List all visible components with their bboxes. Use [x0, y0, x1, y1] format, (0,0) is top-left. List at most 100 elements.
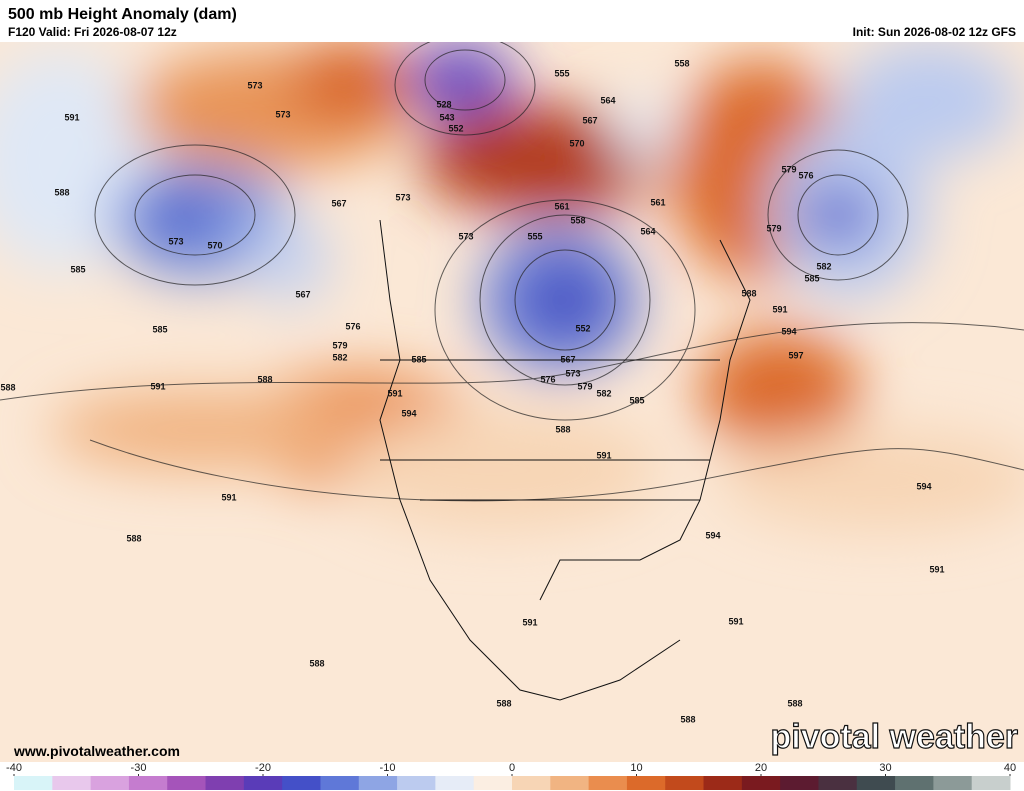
contour-label: 591: [772, 304, 787, 314]
colorbar-swatch: [780, 776, 819, 790]
colorbar-tick-label: 20: [755, 762, 767, 774]
site-url: www.pivotalweather.com: [13, 743, 180, 759]
contour-label: 579: [766, 223, 781, 233]
contour-label: 588: [787, 698, 802, 708]
colorbar-swatch: [435, 776, 475, 790]
colorbar-swatch: [167, 776, 207, 790]
colorbar: -40 -30 -20 -10 0 10 20 30 40: [6, 762, 1016, 790]
contour-label: 564: [600, 95, 615, 105]
colorbar-swatch: [397, 776, 436, 790]
contour-label: 561: [554, 201, 569, 211]
contour-label: 594: [401, 408, 416, 418]
colorbar-swatch: [205, 776, 245, 790]
contour-label: 573: [565, 368, 580, 378]
contour-label: 588: [257, 374, 272, 384]
colorbar-swatch: [588, 776, 628, 790]
contour-label: 594: [781, 326, 796, 336]
colorbar-swatch: [626, 776, 666, 790]
colorbar-swatch: [856, 776, 896, 790]
contour-label: 543: [439, 112, 454, 122]
contour-label: 591: [596, 450, 611, 460]
contour-label: 579: [332, 340, 347, 350]
colorbar-swatch: [90, 776, 130, 790]
contour-label: 585: [629, 395, 644, 405]
colorbar-swatch: [282, 776, 321, 790]
colorbar-tick-label: 0: [509, 762, 515, 774]
contour-label: 576: [345, 321, 360, 331]
contour-label: 579: [577, 381, 592, 391]
contour-label: 597: [788, 350, 803, 360]
init-time: Init: Sun 2026-08-02 12z GFS: [853, 25, 1016, 39]
colorbar-swatch: [818, 776, 858, 790]
colorbar-tick-label: -40: [6, 762, 22, 774]
contour-label: 567: [560, 354, 575, 364]
contour-label: 588: [680, 714, 695, 724]
colorbar-tick-label: 10: [630, 762, 642, 774]
contour-label: 591: [929, 564, 944, 574]
colorbar-swatch: [14, 776, 53, 790]
contour-label: 576: [798, 170, 813, 180]
colorbar-swatch: [665, 776, 705, 790]
contour-label: 582: [332, 352, 347, 362]
colorbar-swatch: [52, 776, 92, 790]
colorbar-swatch: [550, 776, 590, 790]
contour-label: 591: [387, 388, 402, 398]
contour-label: 588: [496, 698, 511, 708]
contour-label: 591: [221, 492, 236, 502]
brand-logo: pivotal weather: [770, 718, 1018, 756]
contour-label: 573: [458, 231, 473, 241]
colorbar-swatch: [512, 776, 551, 790]
contour-label: 561: [650, 197, 665, 207]
colorbar-tick-label: 40: [1004, 762, 1016, 774]
contour-label: 582: [816, 261, 831, 271]
contour-label: 573: [168, 236, 183, 246]
contour-label: 585: [152, 324, 167, 334]
contour-label: 591: [522, 617, 537, 627]
colorbar-tick-label: -20: [255, 762, 271, 774]
valid-time: F120 Valid: Fri 2026-08-07 12z: [8, 25, 177, 39]
contour-label: 594: [916, 481, 931, 491]
contour-label: 558: [570, 215, 585, 225]
contour-label: 588: [309, 658, 324, 668]
colorbar-tick-label: -10: [380, 762, 396, 774]
colorbar-tick-label: -30: [131, 762, 147, 774]
colorbar-swatch: [703, 776, 743, 790]
contour-label: 570: [569, 138, 584, 148]
contour-label: 585: [70, 264, 85, 274]
contour-label: 573: [247, 80, 262, 90]
contour-label: 567: [331, 198, 346, 208]
contour-label: 528: [436, 99, 451, 109]
contour-label: 573: [395, 192, 410, 202]
contour-label: 555: [554, 68, 569, 78]
contour-label: 558: [674, 58, 689, 68]
title: 500 mb Height Anomaly (dam): [8, 6, 237, 23]
contour-label: 567: [295, 289, 310, 299]
colorbar-tick-label: 30: [879, 762, 891, 774]
contour-label: 588: [54, 187, 69, 197]
contour-label: 588: [0, 382, 15, 392]
colorbar-swatch: [895, 776, 934, 790]
contour-label: 552: [448, 123, 463, 133]
contour-label: 591: [728, 616, 743, 626]
anomaly-field: [0, 42, 1024, 762]
colorbar-swatch: [971, 776, 1011, 790]
colorbar-swatch: [320, 776, 360, 790]
coastlines: [379, 219, 751, 701]
colorbar-swatch: [243, 776, 283, 790]
contour-label: 585: [804, 273, 819, 283]
colorbar-swatch: [473, 776, 513, 790]
contour-label: 591: [150, 381, 165, 391]
contour-label: 591: [64, 112, 79, 122]
contour-label: 564: [640, 226, 655, 236]
contour-label: 585: [411, 354, 426, 364]
colorbar-swatch: [128, 776, 168, 790]
contour-label: 552: [575, 323, 590, 333]
contour-label: 588: [555, 424, 570, 434]
contour-label: 555: [527, 231, 542, 241]
contour-label: 579: [781, 164, 796, 174]
contour-label: 573: [275, 109, 290, 119]
contour-label: 588: [126, 533, 141, 543]
